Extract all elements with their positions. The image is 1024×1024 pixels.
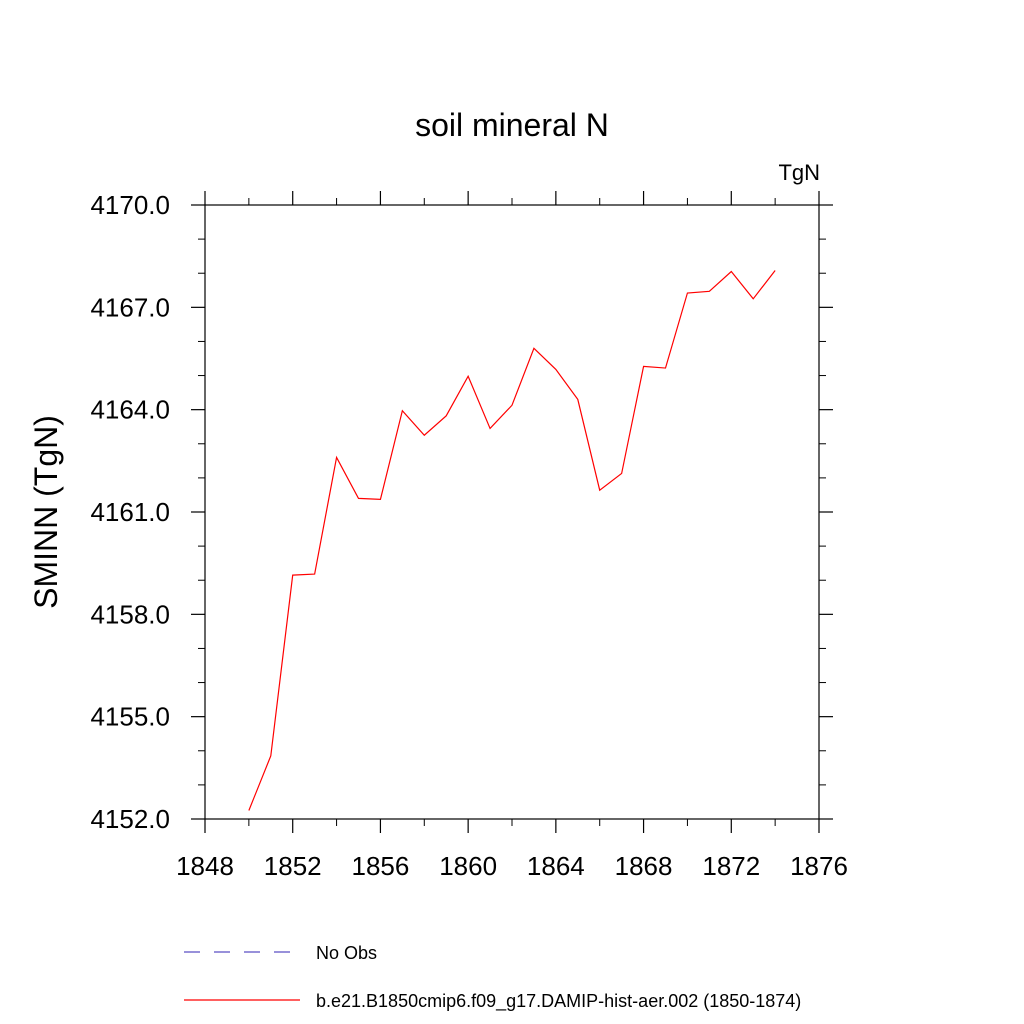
legend-label: No Obs	[316, 943, 377, 963]
tick-labels: 1848 1852 1856 1860 1864 1868 1872 1876 4152.0 41…	[90, 190, 847, 881]
plot-frame	[204, 204, 820, 820]
y-tick-label: 4155.0	[90, 702, 170, 732]
y-tick-label: 4158.0	[90, 599, 170, 629]
units-label: TgN	[778, 160, 820, 185]
x-tick-label: 1848	[176, 851, 234, 881]
x-tick-label: 1852	[264, 851, 322, 881]
y-axis-label: SMINN (TgN)	[28, 415, 64, 609]
x-tick-label: 1872	[702, 851, 760, 881]
y-tick-label: 4167.0	[90, 292, 170, 322]
x-tick-label: 1876	[790, 851, 848, 881]
y-tick-label: 4164.0	[90, 395, 170, 425]
chart-title: soil mineral N	[415, 107, 609, 143]
legend-label: b.e21.B1850cmip6.f09_g17.DAMIP-hist-aer.…	[316, 991, 801, 1012]
x-tick-label: 1860	[439, 851, 497, 881]
axis-ticks	[191, 191, 833, 833]
x-tick-label: 1856	[352, 851, 410, 881]
y-tick-label: 4161.0	[90, 497, 170, 527]
x-tick-label: 1868	[615, 851, 673, 881]
y-tick-label: 4170.0	[90, 190, 170, 220]
legend: No Obs b.e21.B1850cmip6.f09_g17.DAMIP-his…	[184, 943, 801, 1012]
series-layer	[248, 270, 776, 811]
x-tick-label: 1864	[527, 851, 585, 881]
series-line	[248, 270, 776, 811]
y-tick-label: 4152.0	[90, 804, 170, 834]
